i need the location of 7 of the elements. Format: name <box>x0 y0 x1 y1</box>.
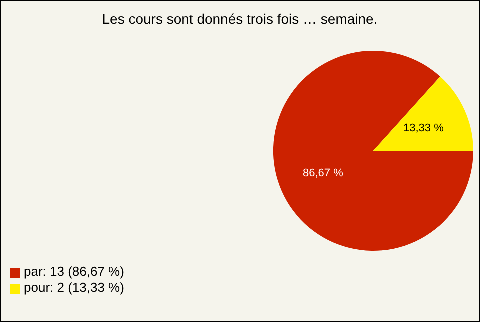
pie-slice <box>373 76 474 151</box>
legend-label: par: 13 (86,67 %) <box>24 264 124 279</box>
chart-title: Les cours sont donnés trois fois … semaine. <box>101 11 379 27</box>
legend-label: pour: 2 (13,33 %) <box>24 280 124 295</box>
data-label: 13,33 % <box>404 122 444 135</box>
data-label: 86,67 % <box>303 167 344 180</box>
pie-slice <box>273 51 474 251</box>
